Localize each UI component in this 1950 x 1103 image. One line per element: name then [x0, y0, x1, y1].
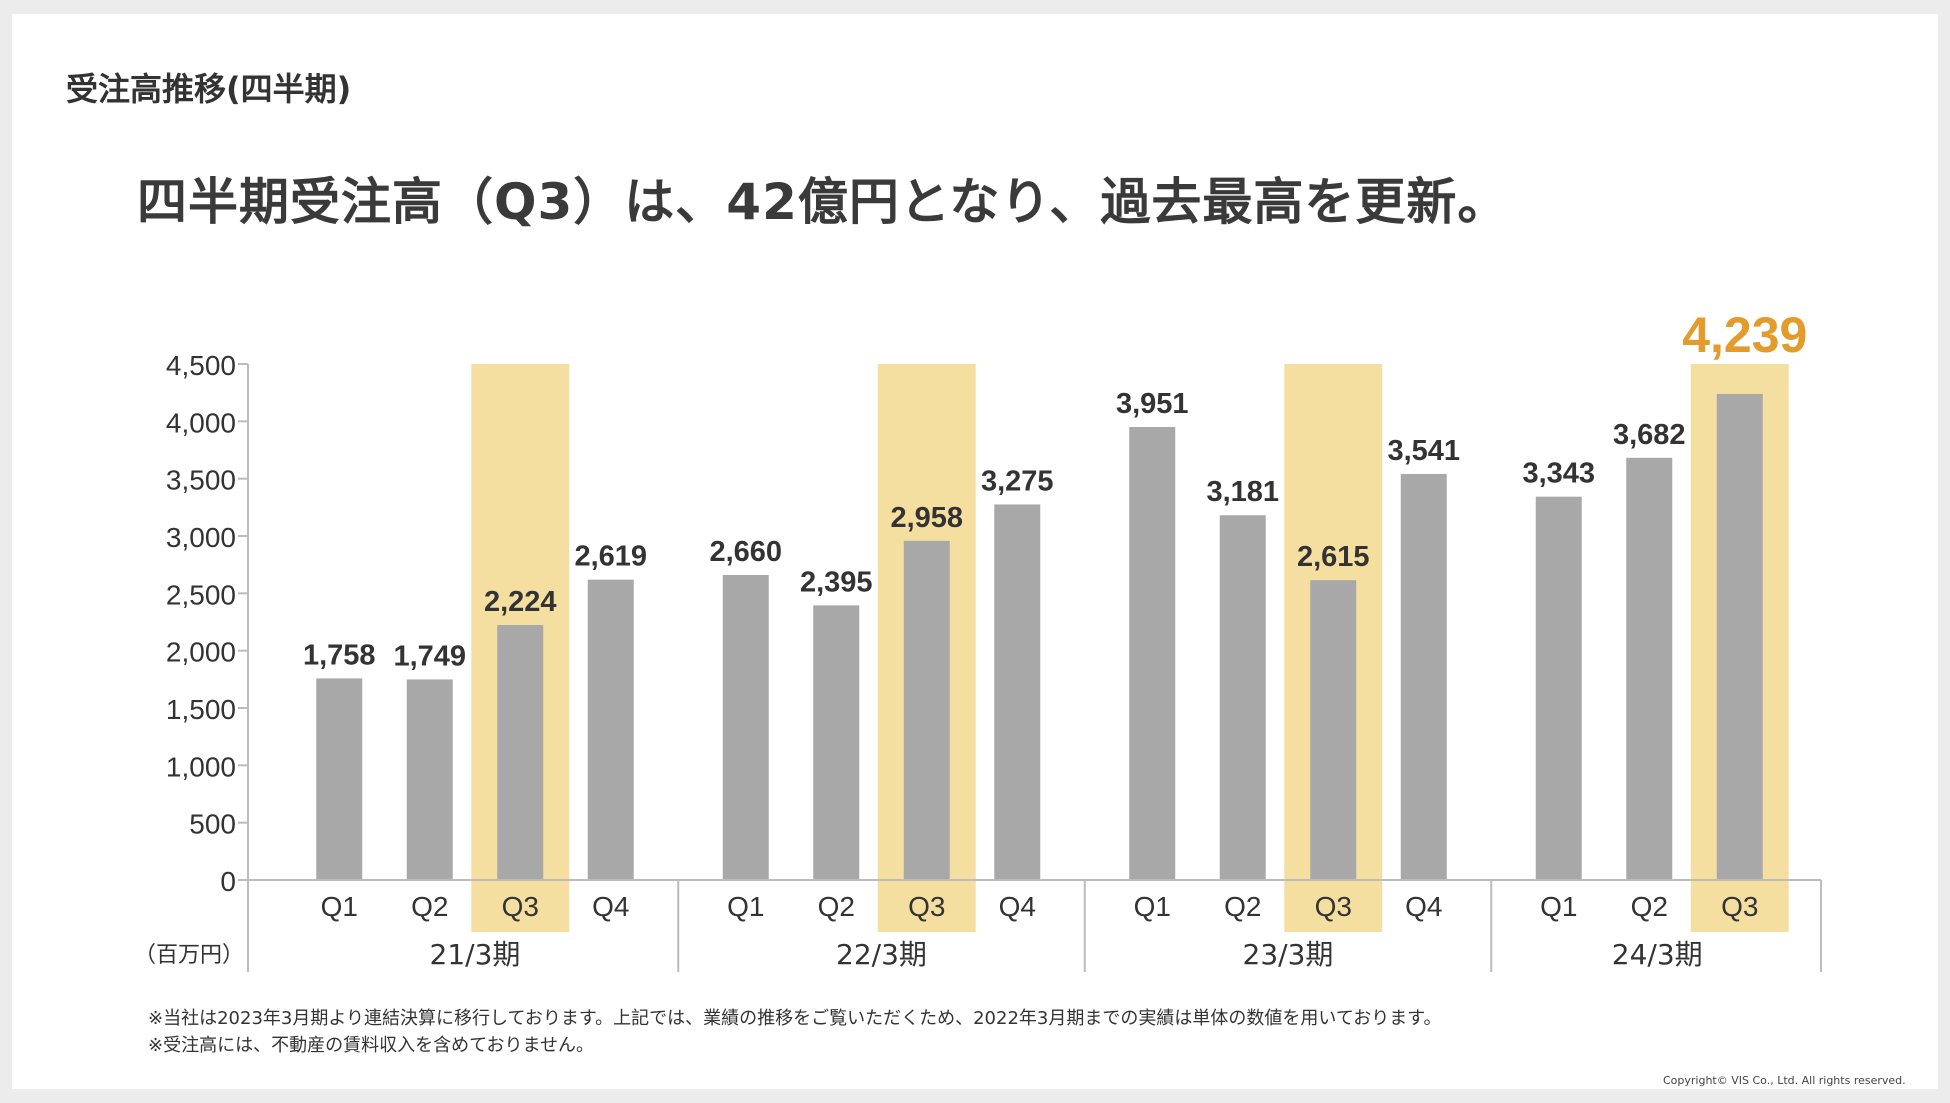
bar-24/3期-Q2 — [1626, 457, 1673, 880]
y-tick-label: 3,000 — [166, 522, 236, 553]
bar-21/3期-Q4 — [587, 579, 634, 880]
y-tick-label: 4,500 — [166, 350, 236, 381]
data-label: 2,395 — [800, 566, 873, 598]
group-label: 24/3期 — [1612, 938, 1703, 971]
x-tick-label: Q3 — [502, 891, 539, 922]
bar-21/3期-Q1 — [316, 678, 363, 880]
x-tick-label: Q3 — [1315, 891, 1352, 922]
data-label-emphasis: 4,239 — [1682, 307, 1807, 363]
x-tick-label: Q3 — [908, 891, 945, 922]
bar-23/3期-Q1 — [1129, 426, 1176, 880]
bar-23/3期-Q3 — [1310, 580, 1357, 880]
data-label: 3,682 — [1613, 419, 1686, 451]
bar-23/3期-Q4 — [1400, 473, 1447, 880]
bar-22/3期-Q2 — [813, 605, 860, 880]
data-label: 3,343 — [1522, 458, 1595, 490]
bar-22/3期-Q1 — [722, 574, 769, 880]
data-label: 3,541 — [1387, 435, 1460, 467]
footnote-consolidation: ※当社は2023年3月期より連結決算に移行しております。上記では、業績の推移をご… — [148, 1008, 1442, 1029]
group-label: 21/3期 — [430, 938, 521, 971]
data-label: 2,619 — [574, 541, 647, 573]
data-label: 2,958 — [890, 502, 963, 534]
y-tick-label: 3,500 — [166, 465, 236, 496]
bar-22/3期-Q3 — [903, 540, 950, 880]
data-label: 1,749 — [393, 640, 466, 672]
slide: 受注高推移(四半期) 四半期受注高（Q3）は、42億円となり、過去最高を更新。 … — [12, 14, 1938, 1089]
bar-24/3期-Q3 — [1716, 393, 1763, 880]
group-label: 22/3期 — [836, 938, 927, 971]
bar-24/3期-Q1 — [1535, 496, 1582, 880]
bar-22/3期-Q4 — [994, 504, 1041, 880]
y-tick-label: 1,000 — [166, 751, 236, 782]
data-label: 2,660 — [709, 536, 782, 568]
data-label: 1,758 — [303, 639, 376, 671]
x-tick-label: Q4 — [999, 891, 1036, 922]
x-tick-label: Q3 — [1721, 891, 1758, 922]
y-tick-label: 500 — [189, 809, 236, 840]
bar-23/3期-Q2 — [1219, 515, 1266, 880]
x-tick-label: Q4 — [1405, 891, 1442, 922]
x-tick-label: Q1 — [1134, 891, 1171, 922]
data-label: 2,615 — [1297, 541, 1370, 573]
group-label: 23/3期 — [1243, 938, 1334, 971]
x-tick-label: Q1 — [727, 891, 764, 922]
data-label: 2,224 — [484, 586, 557, 618]
bar-21/3期-Q2 — [406, 679, 453, 880]
copyright: Copyright© VIS Co., Ltd. All rights rese… — [1663, 1074, 1906, 1087]
x-tick-label: Q2 — [411, 891, 448, 922]
section-title: 受注高推移(四半期) — [66, 70, 352, 108]
y-tick-label: 1,500 — [166, 694, 236, 725]
x-tick-label: Q2 — [1631, 891, 1668, 922]
x-tick-label: Q1 — [1540, 891, 1577, 922]
x-tick-label: Q1 — [321, 891, 358, 922]
y-tick-label: 0 — [220, 866, 236, 897]
headline: 四半期受注高（Q3）は、42億円となり、過去最高を更新。 — [137, 173, 1509, 231]
unit-label: （百万円） — [134, 943, 244, 968]
y-tick-label: 4,000 — [166, 407, 236, 438]
x-tick-label: Q2 — [1224, 891, 1261, 922]
data-label: 3,181 — [1206, 476, 1279, 508]
y-tick-label: 2,000 — [166, 637, 236, 668]
bar-21/3期-Q3 — [497, 624, 544, 880]
x-tick-label: Q4 — [592, 891, 629, 922]
orders-bar-chart: 0 500 1,000 1,500 2,000 2,500 3,000 3,500 4,000 4… — [134, 307, 1822, 972]
data-label: 3,951 — [1116, 388, 1189, 420]
y-tick-label: 2,500 — [166, 579, 236, 610]
x-tick-label: Q2 — [818, 891, 855, 922]
footnote-rent-excluded: ※受注高には、不動産の賃料収入を含めておりません。 — [148, 1035, 594, 1056]
data-label: 3,275 — [981, 465, 1054, 497]
